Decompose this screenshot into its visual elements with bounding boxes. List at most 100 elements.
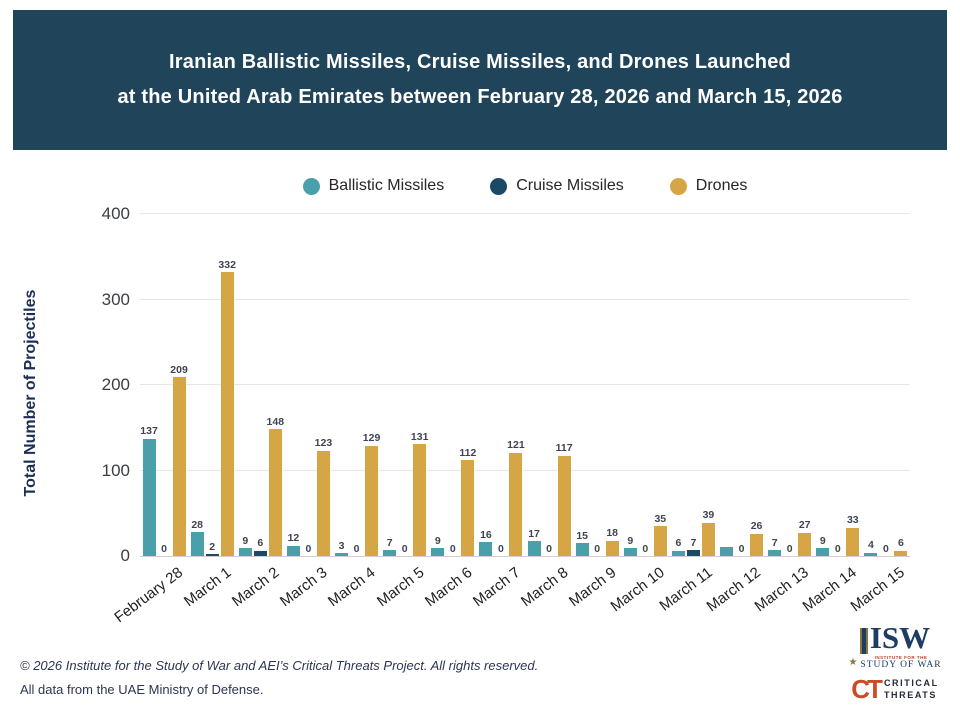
bar-value-label: 0 bbox=[449, 542, 456, 555]
bar-value-label: 0 bbox=[161, 542, 167, 555]
x-tick-label: March 1 bbox=[180, 564, 235, 611]
legend-item-ballistic-missiles: Ballistic Missiles bbox=[302, 177, 445, 195]
bar-slot: 16 bbox=[479, 530, 493, 556]
bar-group-march-8: 17 0 117 March 8 bbox=[518, 215, 573, 610]
bar-group-march-4: 3 0 129 March 4 bbox=[325, 215, 381, 610]
bar-drones bbox=[172, 377, 186, 556]
bar-drones bbox=[509, 452, 523, 556]
bar-drones bbox=[316, 450, 330, 556]
bar-slot: 131 bbox=[411, 431, 428, 556]
bar-ballistic-missiles bbox=[575, 543, 589, 556]
source-text: All data from the UAE Ministry of Defens… bbox=[20, 682, 264, 698]
bar-value-label: 7 bbox=[771, 536, 778, 549]
isw-ribbon-icon bbox=[859, 628, 868, 654]
ct-logo: CT CRITICAL THREATS bbox=[844, 674, 946, 704]
bar-group-march-15: 4 0 6 March 15 bbox=[848, 215, 910, 615]
bar-group-march-7: 16 0 121 March 7 bbox=[470, 215, 525, 610]
bar-value-label: 0 bbox=[738, 542, 745, 555]
bar-group-march-12: 0 26 March 12 bbox=[704, 215, 766, 615]
bar-group-march-9: 15 0 18 March 9 bbox=[566, 215, 621, 610]
bar-value-label: 209 bbox=[170, 363, 188, 376]
bar-value-label: 7 bbox=[690, 536, 697, 549]
bar-slot: 12 bbox=[286, 533, 300, 556]
bar-value-label: 0 bbox=[594, 542, 601, 555]
bar-group-march-2: 9 6 148 March 2 bbox=[229, 215, 284, 610]
bar-drones bbox=[220, 272, 234, 556]
bar-value-label: 0 bbox=[498, 542, 504, 555]
bar-drones bbox=[268, 429, 282, 556]
x-tick-label: March 8 bbox=[517, 564, 572, 611]
isw-wordmark: ISW bbox=[869, 620, 931, 655]
bar-value-label: 28 bbox=[191, 518, 204, 531]
bar-slot: 0 bbox=[542, 543, 556, 557]
bar-value-label: 2 bbox=[209, 540, 216, 553]
footer: © 2026 Institute for the Study of War an… bbox=[20, 654, 538, 702]
bar-cruise-missiles bbox=[205, 554, 219, 556]
isw-logo: ISW bbox=[844, 622, 946, 654]
bar-slot: 137 bbox=[140, 426, 158, 556]
x-tick-label: March 10 bbox=[607, 564, 668, 616]
x-tick-label: March 5 bbox=[373, 564, 427, 611]
bar-slot: 9 bbox=[623, 536, 637, 556]
chart: Total Number of Projectiles 0 100 200 300 40… bbox=[0, 200, 960, 630]
bar-ballistic-missiles bbox=[527, 541, 541, 556]
bar-ballistic-missiles bbox=[720, 546, 734, 556]
bar-value-label: 9 bbox=[819, 534, 826, 547]
y-tick-label: 400 bbox=[101, 204, 130, 223]
x-tick-label: March 6 bbox=[421, 564, 476, 611]
bar-value-label: 33 bbox=[846, 514, 859, 527]
bar-value-label: 0 bbox=[401, 542, 408, 555]
legend-label: Drones bbox=[695, 177, 748, 194]
x-tick-label: March 4 bbox=[325, 564, 379, 611]
y-tick-label: 300 bbox=[101, 289, 130, 309]
bar-value-label: 0 bbox=[883, 542, 889, 555]
bar-slot: 117 bbox=[555, 442, 573, 556]
bar-slot: 7 bbox=[768, 538, 782, 556]
bar-value-label: 121 bbox=[507, 439, 525, 452]
y-axis-title: Total Number of Projectiles bbox=[22, 289, 39, 497]
bar-drones bbox=[798, 532, 812, 556]
bar-ballistic-missiles bbox=[142, 438, 156, 556]
isw-subtitle: ★ INSTITUTE FOR THE STUDY OF WAR bbox=[844, 655, 946, 670]
bar-value-label: 117 bbox=[555, 442, 573, 455]
bar-slot: 17 bbox=[527, 529, 541, 556]
plot-area: 0 100 200 300 400 137 0 209 February 28 28 2 332 Mar… bbox=[102, 204, 910, 626]
bar-ballistic-missiles bbox=[623, 548, 637, 556]
y-tick-label: 0 bbox=[120, 546, 130, 565]
ct-word-critical: CRITICAL bbox=[883, 678, 939, 688]
bar-slot: 4 bbox=[864, 540, 878, 556]
bar-drones bbox=[605, 540, 619, 556]
bar-slot: 26 bbox=[750, 521, 764, 556]
copyright-text: © 2026 Institute for the Study of War an… bbox=[20, 658, 539, 673]
bar-slot: 148 bbox=[267, 417, 284, 556]
bar-value-label: 15 bbox=[576, 529, 589, 542]
y-tick-label: 200 bbox=[101, 375, 130, 394]
ct-wordmark: CT bbox=[851, 674, 883, 704]
y-tick-label: 100 bbox=[101, 460, 130, 480]
bar-drones bbox=[846, 527, 860, 556]
bar-value-label: 0 bbox=[353, 542, 360, 555]
bar-slot: 129 bbox=[363, 433, 380, 556]
bar-slot: 33 bbox=[846, 515, 860, 556]
x-tick-label: March 15 bbox=[847, 564, 909, 616]
bar-ballistic-missiles bbox=[335, 553, 349, 556]
bar-slot: 7 bbox=[686, 538, 700, 556]
bar-slot: 0 bbox=[350, 542, 364, 557]
bar-drones bbox=[365, 445, 379, 556]
bar-slot: 0 bbox=[301, 542, 315, 557]
bar-value-label: 0 bbox=[305, 542, 312, 555]
bar-slot: 15 bbox=[575, 531, 589, 556]
bar-slot: 0 bbox=[638, 543, 652, 557]
bar-value-label: 17 bbox=[528, 527, 540, 540]
legend-label: Ballistic Missiles bbox=[328, 177, 445, 194]
bar-group-march-1: 28 2 332 March 1 bbox=[181, 215, 236, 611]
legend-item-drones: Drones bbox=[669, 177, 748, 195]
isw-subtitle-line2: STUDY OF WAR bbox=[860, 660, 942, 670]
bar-slot: 2 bbox=[205, 542, 219, 556]
bar-value-label: 26 bbox=[750, 520, 763, 533]
bar-value-label: 123 bbox=[314, 437, 333, 450]
bar-ballistic-missiles bbox=[238, 548, 252, 556]
bar-value-label: 332 bbox=[218, 258, 236, 271]
bar-slot: 35 bbox=[653, 514, 667, 556]
